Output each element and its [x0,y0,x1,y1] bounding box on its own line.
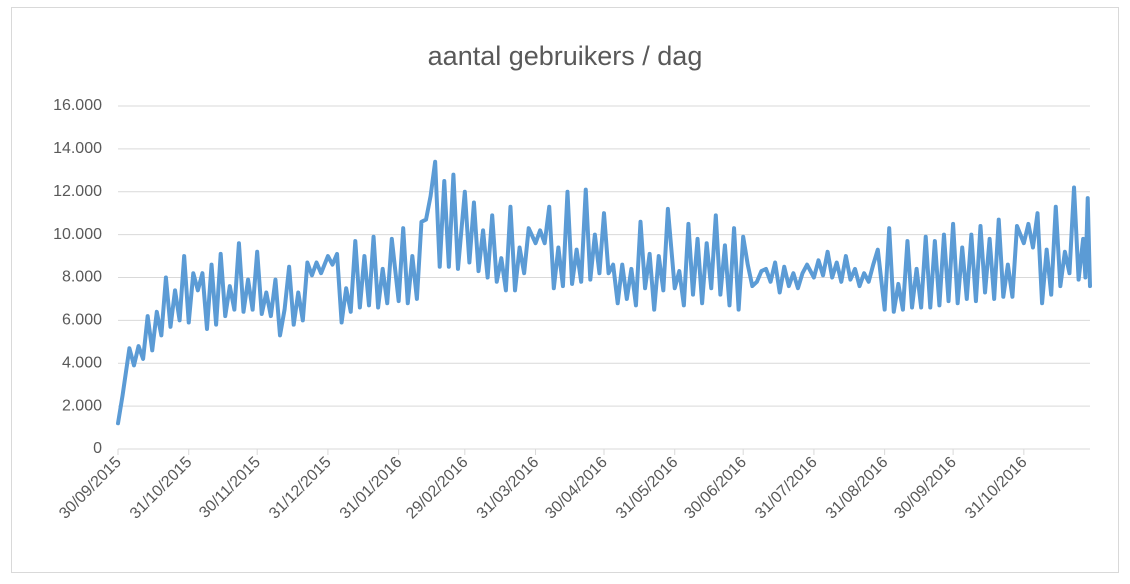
y-tick-label: 10.000 [53,226,102,243]
chart-title: aantal gebruikers / dag [428,41,703,71]
y-tick-label: 4.000 [62,354,102,371]
y-tick-label: 12.000 [53,183,102,200]
y-tick-label: 14.000 [53,140,102,157]
y-tick-label: 2.000 [62,397,102,414]
y-tick-label: 0 [93,440,102,457]
y-tick-label: 8.000 [62,269,102,286]
data-line [116,159,1092,426]
y-tick-label: 16.000 [53,97,102,114]
y-tick-label: 6.000 [62,312,102,329]
